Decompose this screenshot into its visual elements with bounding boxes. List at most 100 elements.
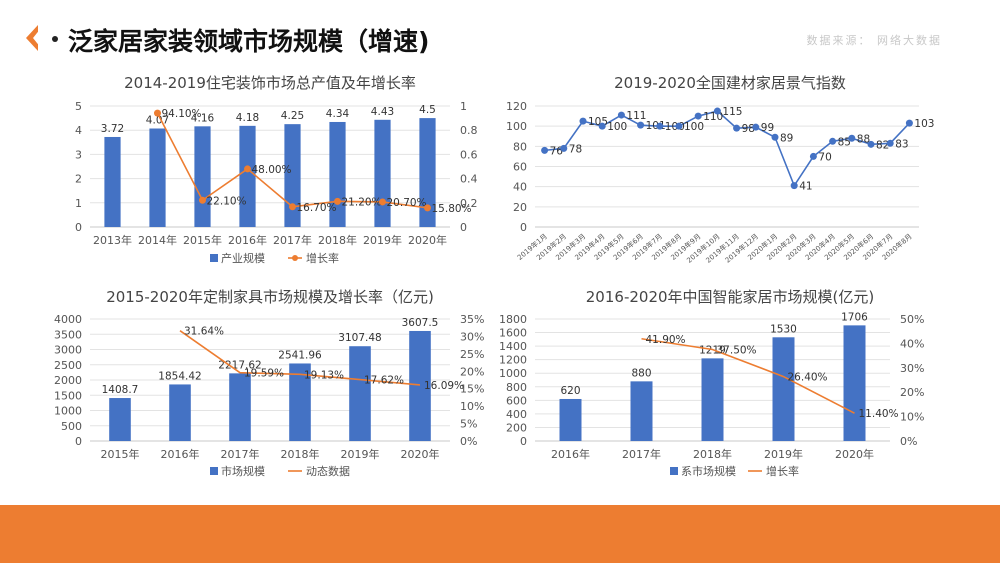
line-value-label: 101 [646, 120, 666, 132]
line-point [541, 146, 549, 154]
page-title: 泛家居家装领域市场规模（增速) [68, 27, 430, 56]
chart-smart-home: 2016-2020年中国智能家居市场规模(亿元) 0200400600800100… [499, 288, 924, 478]
growth-line [179, 330, 421, 386]
bar [374, 119, 391, 227]
line-value-label: 94.10% [162, 108, 202, 120]
x-tick-label: 2016年 [551, 447, 590, 461]
line-value-label: 41 [799, 181, 812, 193]
line-point [694, 112, 702, 120]
bar-value-label: 620 [560, 385, 580, 397]
line-point [829, 137, 837, 145]
line-point [790, 182, 798, 190]
y2-tick-label: 0% [460, 435, 477, 448]
bar [701, 358, 724, 441]
header: 泛家居家装领域市场规模（增速) 数据来源： 网络大数据 [0, 0, 1000, 80]
bar-value-label: 2541.96 [278, 349, 322, 361]
bullet-icon [52, 36, 58, 42]
bar [289, 363, 311, 441]
line-point [675, 122, 683, 130]
bar-value-label: 2217.62 [218, 359, 261, 371]
line-point [848, 134, 856, 142]
y-tick-label: 0 [520, 435, 527, 448]
y-tick-label: 1 [75, 197, 82, 210]
y-tick-label: 5 [75, 100, 82, 113]
y2-tick-label: 0% [900, 435, 917, 448]
y-tick-label: 2000 [54, 374, 82, 387]
bar [104, 136, 121, 227]
line-point [656, 122, 664, 130]
y2-tick-label: 10% [900, 411, 924, 424]
line-point [199, 196, 206, 204]
bar [843, 325, 866, 441]
bar-value-label: 1854.42 [158, 370, 201, 382]
line-value-label: 41.90% [646, 334, 686, 346]
legend-marker [292, 255, 298, 261]
legend-swatch-bar [210, 467, 218, 475]
bar [169, 384, 191, 441]
y-tick-label: 1000 [54, 405, 82, 418]
y-tick-label: 2 [75, 173, 82, 186]
line-value-label: 31.64% [184, 326, 224, 338]
line-value-label: 89 [780, 132, 793, 144]
line-point [244, 165, 251, 173]
bar-value-label: 4.18 [236, 112, 259, 124]
line-value-label: 19.13% [304, 369, 344, 381]
x-tick-label: 2020年 [401, 447, 440, 461]
line-value-label: 11.40% [859, 408, 899, 420]
y-tick-label: 40 [513, 181, 527, 194]
bar [409, 330, 431, 441]
line-value-label: 37.50% [717, 345, 757, 357]
bar [630, 381, 653, 441]
chart-custom-furniture: 2015-2020年定制家具市场规模及增长率（亿元) 0 500 1000 1500 20… [54, 288, 484, 478]
chart-residential-decoration: 2014-2019住宅装饰市场总产值及年增长率 0 1 2 3 4 5 0 0.2 0.4 0.6 0… [75, 74, 478, 265]
y2-tick-label: 20% [460, 365, 484, 378]
line-value-label: 19.59% [244, 368, 284, 380]
line-point [598, 122, 606, 130]
line-value-label: 85 [838, 136, 851, 148]
line-value-label: 100 [684, 121, 704, 133]
y-tick-label: 2500 [54, 359, 82, 372]
growth-line [641, 337, 855, 414]
y2-tick-label: 30% [900, 362, 924, 375]
y2-tick-label: 0.8 [460, 124, 478, 137]
y2-tick-label: 15% [460, 383, 484, 396]
y2-tick-label: 35% [460, 313, 484, 326]
bar-value-label: 4.34 [326, 108, 350, 120]
x-tick-label: 2013年 [93, 233, 132, 247]
line-point [579, 117, 587, 125]
y-tick-label: 3000 [54, 344, 82, 357]
y2-tick-label: 30% [460, 330, 484, 343]
x-tick-label: 2020年 [408, 233, 447, 247]
x-tick-label: 2017年 [273, 233, 312, 247]
line-point [809, 152, 817, 160]
line-value-label: 17.62% [364, 375, 404, 387]
bar-value-label: 4.43 [371, 106, 394, 118]
bar-value-label: 1530 [770, 323, 797, 335]
line-value-label: 16.70% [297, 202, 337, 214]
bar-value-label: 3607.5 [402, 317, 439, 329]
y2-tick-label: 0 [460, 221, 467, 234]
footer-bar [0, 505, 1000, 563]
y-tick-label: 3500 [54, 328, 82, 341]
legend-label-bar: 产业规模 [221, 251, 265, 265]
x-tick-label: 2016年 [228, 233, 267, 247]
line-value-label: 48.00% [252, 164, 292, 176]
line-value-label: 22.10% [207, 195, 247, 207]
line-value-label: 70 [818, 151, 831, 163]
line-point [637, 121, 645, 129]
bar-value-label: 4.16 [191, 112, 215, 124]
bar-value-label: 3107.48 [338, 332, 381, 344]
bar [239, 125, 256, 227]
y-tick-label: 0 [75, 435, 82, 448]
line-point [752, 123, 760, 131]
line-value-label: 111 [626, 110, 646, 122]
line-point [771, 133, 779, 141]
legend-label-bar: 系市场规模 [681, 464, 736, 478]
bar [349, 346, 371, 441]
line-value-label: 82 [876, 139, 889, 151]
line-point [154, 109, 161, 117]
legend-swatch-bar [210, 254, 218, 262]
data-source: 数据来源： 网络大数据 [806, 34, 942, 47]
line-point [905, 119, 913, 127]
line-point [289, 203, 296, 211]
